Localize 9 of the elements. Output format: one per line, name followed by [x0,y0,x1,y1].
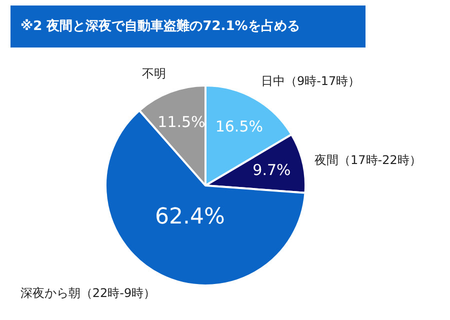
slice-label: 日中（9時-17時） [260,74,360,88]
chart-title: ※2 夜間と深夜で自動車盗難の72.1%を占める [20,18,300,34]
data-label: 62.4% [154,204,225,230]
data-label: 9.7% [252,160,291,179]
slice-label: 夜間（17時-22時） [314,152,422,167]
data-label: 11.5% [158,112,206,131]
slice-label: 不明 [142,66,166,81]
slice-label: 深夜から朝（22時-9時） [20,286,156,300]
data-label: 16.5% [215,117,263,136]
